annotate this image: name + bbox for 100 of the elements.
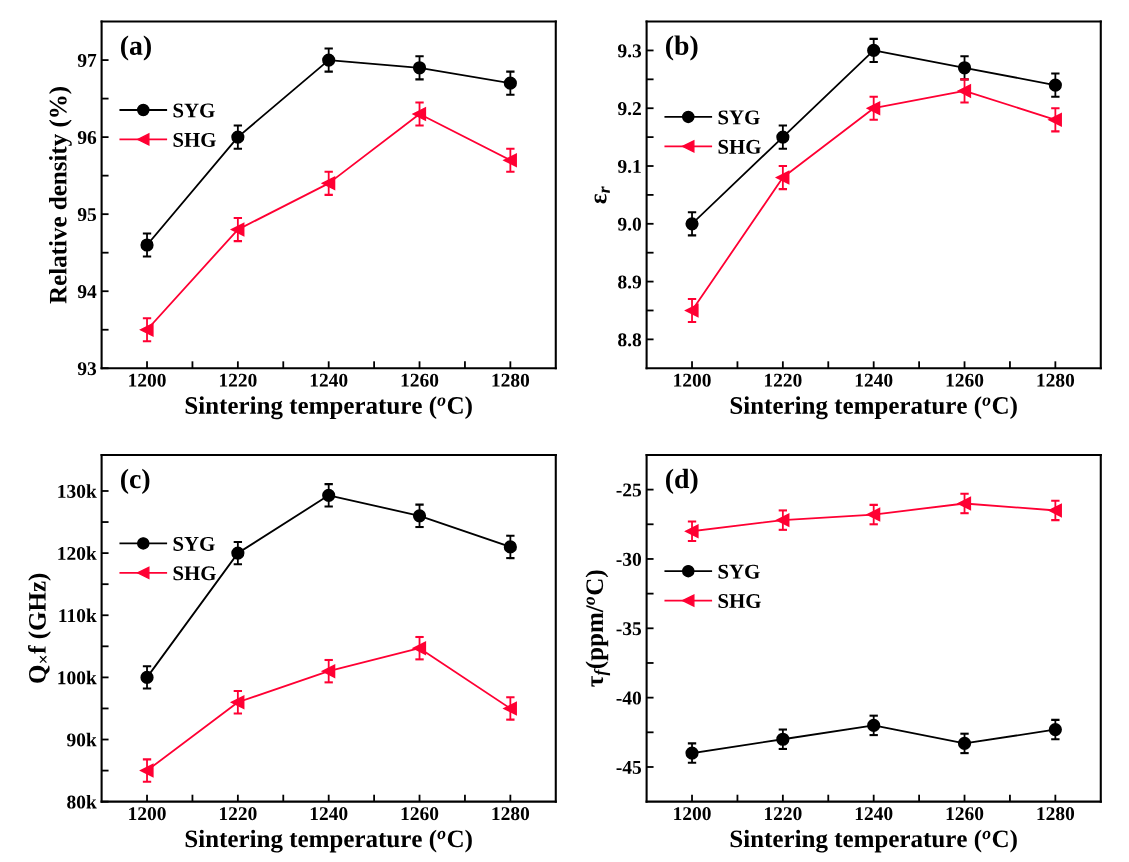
y-tick-label: 94 bbox=[77, 285, 97, 299]
legend-label: SYG bbox=[173, 103, 215, 118]
x-tick-label: 1220 bbox=[219, 373, 257, 387]
point bbox=[1048, 78, 1062, 92]
point bbox=[1048, 722, 1062, 737]
annotation: (a) bbox=[121, 35, 151, 61]
point bbox=[867, 43, 881, 58]
point bbox=[957, 61, 972, 75]
x-tick-label: 1200 bbox=[674, 807, 711, 821]
y-axis-title: ε$_{r}$ bbox=[594, 186, 610, 204]
point bbox=[412, 641, 427, 655]
y-tick-label: -25 bbox=[616, 483, 642, 497]
y-tick-label: 95 bbox=[77, 208, 97, 222]
y-tick-label: 130k bbox=[58, 484, 97, 498]
point bbox=[776, 513, 790, 527]
y-tick-label: 100k bbox=[58, 670, 97, 685]
y-axis-title: τ$_{f}$(ppm/$^{o}$C) bbox=[585, 570, 611, 687]
x-tick-label: 1240 bbox=[310, 373, 348, 387]
x-axis-title: Sintering temperature ($^{o}$C) bbox=[185, 396, 472, 420]
point bbox=[776, 130, 790, 144]
y-tick-label: 9.3 bbox=[617, 44, 642, 58]
x-tick-label: 1240 bbox=[855, 373, 893, 387]
point bbox=[503, 701, 517, 716]
x-tick-label: 1200 bbox=[129, 373, 166, 387]
point bbox=[322, 488, 336, 502]
point bbox=[140, 238, 154, 252]
x-axis-title: Sintering temperature ($^{o}$C) bbox=[185, 829, 472, 853]
point bbox=[322, 53, 336, 67]
x-axis-title: Sintering temperature ($^{o}$C) bbox=[730, 396, 1017, 420]
x-tick-label: 1200 bbox=[674, 373, 711, 387]
point bbox=[231, 695, 245, 709]
y-tick-label: 9.0 bbox=[617, 217, 642, 231]
y-tick-label: 9.1 bbox=[617, 159, 641, 174]
point bbox=[776, 170, 790, 185]
y-tick-label: 8.8 bbox=[618, 333, 642, 347]
x-tick-label: 1280 bbox=[492, 807, 530, 821]
point bbox=[231, 222, 245, 237]
x-tick-label: 1280 bbox=[1037, 373, 1075, 387]
point bbox=[685, 217, 699, 231]
y-tick-label: 120k bbox=[58, 546, 97, 561]
point bbox=[867, 718, 881, 732]
y-tick-label: -35 bbox=[616, 622, 642, 636]
point bbox=[685, 303, 699, 318]
y-tick-label: 80k bbox=[67, 794, 97, 809]
y-tick-label: -40 bbox=[616, 691, 642, 705]
point bbox=[322, 176, 336, 190]
point bbox=[1048, 503, 1062, 518]
x-tick-label: 1240 bbox=[310, 807, 348, 821]
point bbox=[412, 509, 427, 523]
point bbox=[140, 764, 154, 778]
y-axis-title: Q$_{×}$f (GHz) bbox=[27, 573, 51, 683]
point bbox=[231, 546, 245, 560]
x-tick-label: 1260 bbox=[401, 807, 439, 821]
y-axis-title: Relative density (%) bbox=[49, 87, 72, 304]
y-tick-label: 90k bbox=[67, 732, 97, 747]
legend-label: SYG bbox=[173, 536, 215, 551]
x-tick-label: 1260 bbox=[946, 807, 984, 821]
y-tick-label: -45 bbox=[616, 760, 642, 774]
x-tick-label: 1260 bbox=[946, 373, 984, 387]
legend-label: SYG bbox=[718, 110, 760, 125]
point bbox=[776, 732, 790, 746]
x-tick-label: 1240 bbox=[855, 807, 893, 821]
point bbox=[412, 61, 427, 75]
point bbox=[685, 524, 699, 538]
annotation: (b) bbox=[666, 35, 698, 61]
point bbox=[231, 130, 245, 144]
legend-label: SHG bbox=[718, 139, 761, 154]
point bbox=[867, 507, 881, 522]
point bbox=[957, 496, 972, 511]
y-tick-label: 8.9 bbox=[618, 275, 642, 289]
y-tick-label: 97 bbox=[77, 53, 97, 68]
point bbox=[957, 736, 972, 751]
legend-label: SHG bbox=[173, 566, 216, 581]
y-tick-label: 96 bbox=[77, 130, 97, 145]
y-tick-label: 110k bbox=[59, 608, 97, 623]
x-tick-label: 1280 bbox=[1037, 807, 1075, 821]
point bbox=[685, 746, 699, 760]
annotation: (d) bbox=[666, 468, 698, 494]
x-axis-title: Sintering temperature ($^{o}$C) bbox=[730, 829, 1017, 853]
x-tick-label: 1260 bbox=[401, 373, 439, 387]
x-tick-label: 1220 bbox=[764, 807, 802, 821]
point bbox=[322, 664, 336, 678]
point bbox=[140, 670, 154, 684]
y-tick-label: -30 bbox=[616, 552, 642, 566]
point bbox=[503, 153, 517, 167]
x-tick-label: 1280 bbox=[492, 373, 530, 387]
legend-label: SYG bbox=[718, 564, 760, 579]
x-tick-label: 1220 bbox=[219, 807, 257, 821]
point bbox=[957, 84, 972, 98]
x-tick-label: 1200 bbox=[129, 807, 166, 821]
point bbox=[867, 101, 881, 115]
point bbox=[503, 540, 517, 554]
annotation: (c) bbox=[121, 468, 150, 494]
point bbox=[1048, 113, 1062, 127]
legend-label: SHG bbox=[173, 132, 216, 147]
legend-label: SHG bbox=[718, 594, 761, 609]
x-tick-label: 1220 bbox=[764, 373, 802, 387]
point bbox=[412, 107, 427, 121]
y-tick-label: 93 bbox=[77, 362, 97, 376]
point bbox=[140, 323, 154, 337]
